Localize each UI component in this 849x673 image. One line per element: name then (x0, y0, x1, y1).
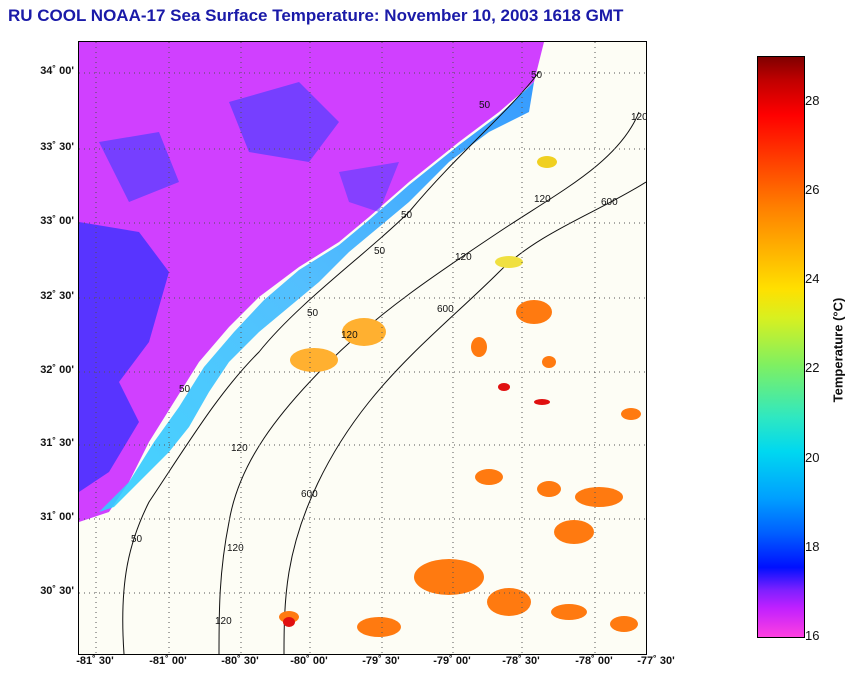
isobath-label: 120 (227, 543, 244, 554)
map-title: RU COOL NOAA-17 Sea Surface Temperature:… (8, 6, 624, 25)
red-patches (283, 383, 550, 627)
colorbar-tick-label: 26 (805, 181, 820, 197)
colorbar-label: Temperature (°C) (830, 297, 846, 403)
isobath-label: 120 (341, 330, 358, 341)
isobath-50 (122, 71, 540, 654)
colorbar-tick-label: 24 (805, 271, 820, 287)
longitude-label: -80˚ 30' (221, 655, 259, 667)
sst-map[interactable]: 50 50 50 50 50 50 50 120 120 120 120 120 120 120 600 60… (78, 41, 647, 655)
sst-map-canvas: 50 50 50 50 50 50 50 120 120 120 120 120 120 120 600 60… (79, 42, 646, 654)
colorbar: 28 26 24 22 20 18 16 (757, 56, 819, 643)
latitude-label: 33˚ 00' (40, 215, 74, 227)
longitude-label: -81˚ 00' (149, 655, 187, 667)
colorbar-tick-label: 18 (805, 538, 820, 554)
isobath-label: 50 (479, 100, 491, 111)
longitude-label: -79˚ 00' (433, 655, 471, 667)
latitude-label: 34˚ 00' (40, 65, 74, 77)
colorbar-tick-label: 28 (805, 92, 820, 108)
isobath-label: 50 (179, 384, 191, 395)
longitude-label: -80˚ 00' (290, 655, 328, 667)
longitude-label: -78˚ 00' (575, 655, 613, 667)
isobath-600 (283, 181, 646, 654)
latitude-label: 31˚ 00' (40, 511, 74, 523)
longitude-label: -79˚ 30' (362, 655, 400, 667)
isobath-labels: 50 50 50 50 50 50 50 120 120 120 120 120 120 120 600 60… (131, 70, 646, 627)
isobath-label: 50 (131, 534, 143, 545)
land-region (79, 42, 544, 522)
isobath-label: 120 (534, 194, 551, 205)
latitude-label: 30˚ 30' (40, 585, 74, 597)
isobath-label: 600 (301, 489, 318, 500)
longitude-label: -78˚ 30' (502, 655, 540, 667)
longitude-label: -77˚ 30' (637, 655, 675, 667)
isobath-label: 120 (631, 112, 646, 123)
colorbar-gradient (757, 56, 805, 638)
isobath-label: 50 (374, 246, 386, 257)
yellow-patches (290, 156, 557, 372)
latitude-label: 32˚ 30' (40, 290, 74, 302)
isobath-label: 50 (401, 210, 413, 221)
latitude-label: 32˚ 00' (40, 364, 74, 376)
isobath-label: 50 (307, 308, 319, 319)
latitude-label: 31˚ 30' (40, 437, 74, 449)
isobath-label: 50 (531, 70, 543, 81)
land-blue-patches (79, 222, 169, 492)
isobath-label: 600 (601, 197, 618, 208)
latitude-label: 33˚ 30' (40, 141, 74, 153)
isobath-label: 600 (437, 304, 454, 315)
isobath-label: 120 (455, 252, 472, 263)
longitude-label: -81˚ 30' (76, 655, 114, 667)
colorbar-tick-label: 22 (805, 360, 820, 376)
isobath-label: 120 (231, 443, 248, 454)
isobath-label: 120 (215, 616, 232, 627)
warm-patches (279, 300, 641, 637)
colorbar-tick-label: 16 (805, 628, 820, 643)
graticule (79, 42, 646, 654)
colorbar-tick-label: 20 (805, 449, 820, 465)
